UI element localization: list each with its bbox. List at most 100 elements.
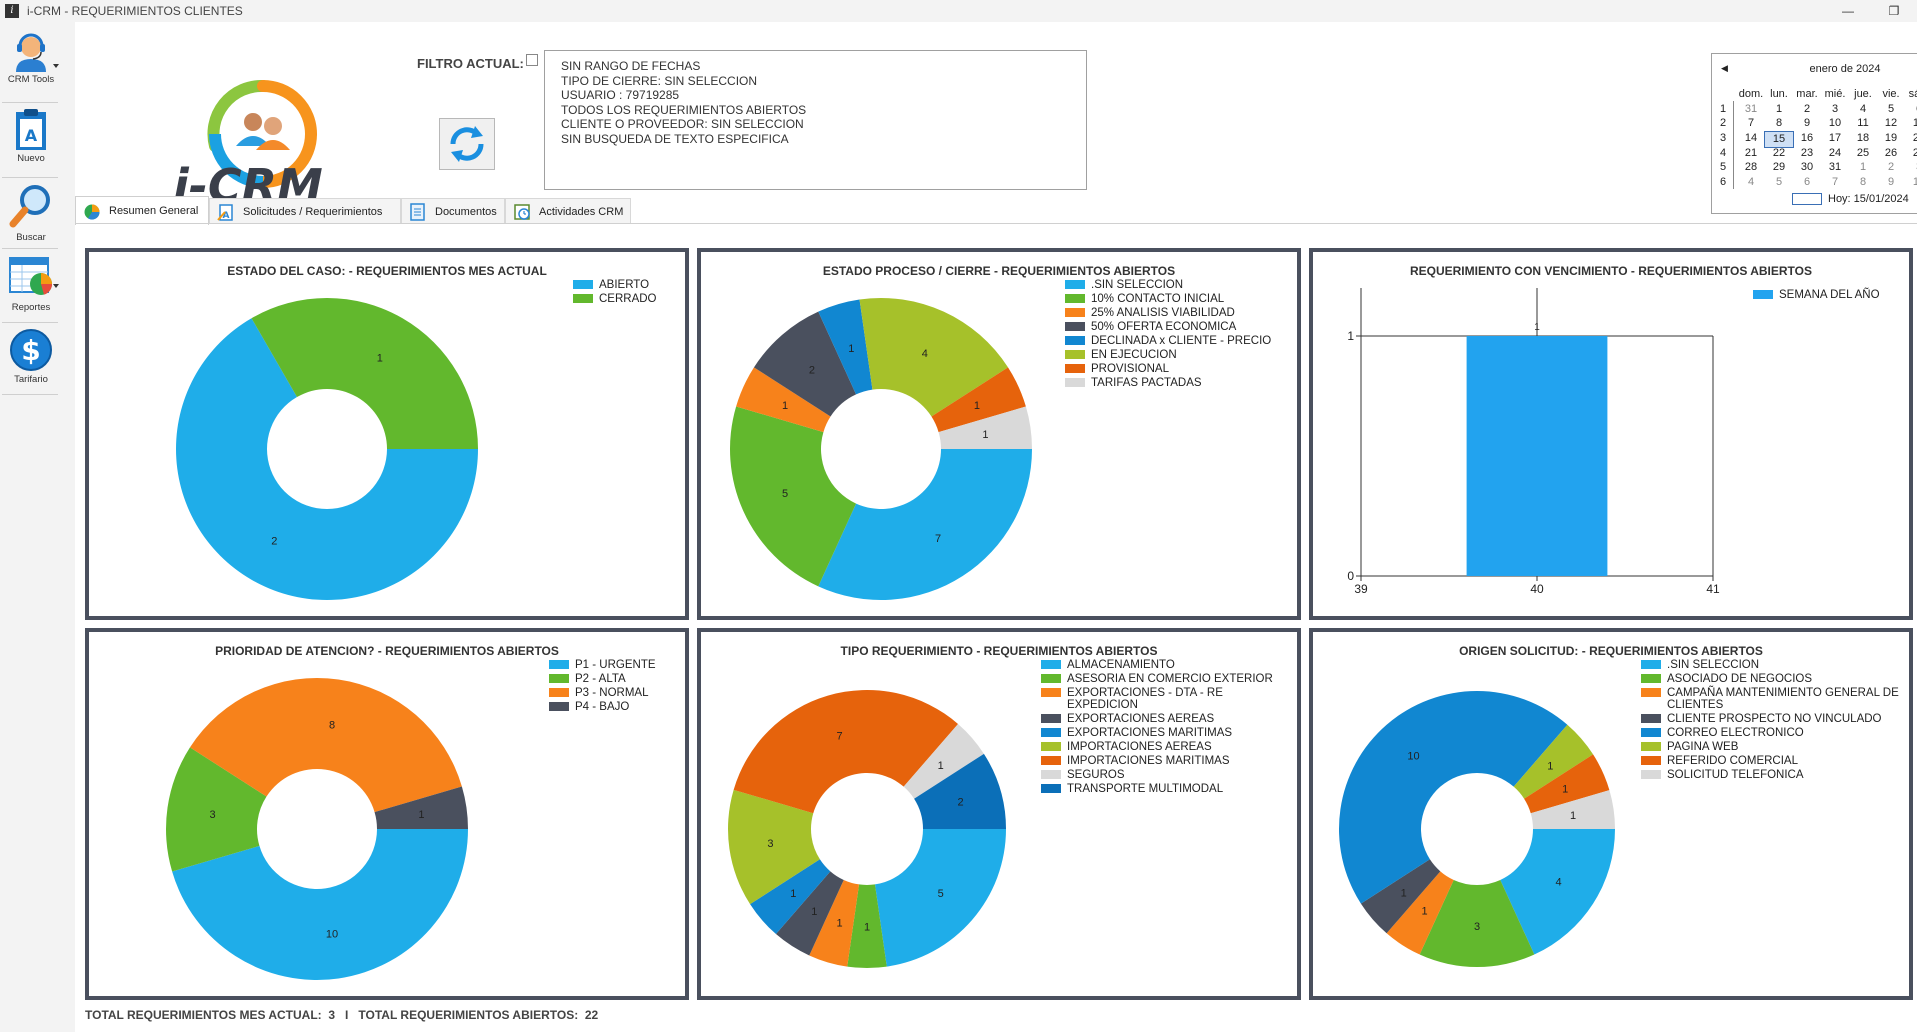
calendar-day[interactable]: 28 bbox=[1744, 161, 1758, 174]
month-calendar[interactable]: ◀ enero de 2024 ▶ dom.lun.mar.mié.jue.vi… bbox=[1711, 53, 1917, 214]
calendar-day[interactable]: 4 bbox=[1747, 176, 1755, 189]
calendar-day[interactable]: 15 bbox=[1764, 131, 1794, 148]
calendar-day[interactable]: 11 bbox=[1857, 117, 1869, 130]
pie-slice bbox=[914, 753, 1006, 829]
legend-label: CERRADO bbox=[599, 293, 657, 305]
legend-swatch bbox=[1065, 294, 1085, 303]
calendar-day[interactable]: 14 bbox=[1744, 132, 1758, 145]
calendar-day[interactable]: 3 bbox=[1904, 160, 1917, 175]
calendar-week-row: 2 7 8 9 10 11 12 13 bbox=[1712, 116, 1917, 131]
calendar-day[interactable]: 26 bbox=[1884, 146, 1898, 159]
pie-slice bbox=[775, 871, 844, 956]
calendar-day[interactable]: 2 bbox=[1887, 161, 1895, 174]
x-tick-label: 41 bbox=[1706, 582, 1720, 596]
calendar-day[interactable]: 17 bbox=[1828, 132, 1842, 145]
calendar-day[interactable]: 10 bbox=[1828, 117, 1842, 130]
calendar-day[interactable]: 18 bbox=[1856, 132, 1870, 145]
calendar-day[interactable]: 2 bbox=[1803, 102, 1811, 115]
calendar-prev-button[interactable]: ◀ bbox=[1721, 63, 1728, 73]
calendar-day[interactable]: 27 bbox=[1912, 146, 1917, 159]
y-tick-label: 1 bbox=[1347, 329, 1354, 343]
calendar-today-link[interactable]: Hoy: 15/01/2024 bbox=[1792, 193, 1909, 205]
tab-solicitudes-requerimientos[interactable]: A Solicitudes / Requerimientos bbox=[209, 198, 401, 224]
calendar-day[interactable]: 12 bbox=[1884, 117, 1898, 130]
documents-icon bbox=[410, 202, 425, 221]
calendar-day[interactable]: 24 bbox=[1828, 146, 1842, 159]
slice-data-label: 4 bbox=[922, 348, 928, 360]
calendar-day[interactable]: 1 bbox=[1859, 161, 1867, 174]
calendar-day[interactable]: 25 bbox=[1856, 146, 1870, 159]
calendar-day[interactable]: 31 bbox=[1744, 102, 1758, 115]
calendar-day[interactable]: 3 bbox=[1831, 102, 1839, 115]
totals-separator: I bbox=[345, 1008, 349, 1022]
legend-swatch bbox=[573, 280, 593, 289]
chevron-down-icon[interactable] bbox=[53, 64, 59, 68]
slice-data-label: 5 bbox=[938, 888, 944, 900]
pie-slice bbox=[728, 789, 820, 905]
minimize-button[interactable]: — bbox=[1842, 4, 1854, 18]
total-abiertos-label: TOTAL REQUERIMIENTOS ABIERTOS: bbox=[358, 1008, 579, 1022]
pie-slice bbox=[809, 879, 860, 967]
calendar-day[interactable]: 23 bbox=[1800, 146, 1814, 159]
pie-slice bbox=[189, 678, 462, 813]
legend-label: IMPORTACIONES MARITIMAS bbox=[1067, 755, 1230, 767]
chart-panel-prioridad: PRIORIDAD DE ATENCION? - REQUERIMIENTOS … bbox=[85, 628, 689, 1000]
sidebar-item-crm-tools[interactable]: CRM Tools bbox=[0, 32, 62, 104]
total-abiertos-value: 22 bbox=[584, 1008, 599, 1022]
calendar-month-title[interactable]: enero de 2024 bbox=[1809, 63, 1881, 75]
calendar-day[interactable]: 10 bbox=[1912, 176, 1917, 189]
calendar-day[interactable]: 9 bbox=[1803, 117, 1811, 130]
filter-line: TIPO DE CIERRE: SIN SELECCION bbox=[561, 73, 758, 88]
window-title: i-CRM - REQUERIMIENTOS CLIENTES bbox=[27, 4, 243, 18]
legend-label: 10% CONTACTO INICIAL bbox=[1091, 293, 1225, 305]
calendar-day[interactable]: 9 bbox=[1887, 176, 1895, 189]
calendar-day[interactable]: 5 bbox=[1775, 176, 1783, 189]
report-chart-icon bbox=[9, 257, 53, 295]
calendar-day[interactable]: 7 bbox=[1747, 117, 1755, 130]
sidebar-item-buscar[interactable]: Buscar bbox=[0, 182, 62, 254]
calendar-day[interactable]: 19 bbox=[1884, 132, 1898, 145]
calendar-day[interactable]: 5 bbox=[1887, 102, 1895, 115]
calendar-day[interactable]: 1 bbox=[1775, 102, 1783, 115]
restore-button[interactable]: ❐ bbox=[1888, 4, 1900, 18]
tab-resumen-general[interactable]: Resumen General bbox=[75, 196, 209, 225]
tab-actividades-crm[interactable]: Actividades CRM bbox=[505, 198, 631, 224]
calendar-day[interactable]: 16 bbox=[1800, 132, 1814, 145]
pie-slice bbox=[1530, 790, 1615, 829]
calendar-day[interactable]: 7 bbox=[1831, 176, 1839, 189]
calendar-day[interactable]: 21 bbox=[1744, 146, 1758, 159]
calendar-day[interactable]: 4 bbox=[1859, 102, 1867, 115]
calendar-week-number: 2 bbox=[1719, 117, 1727, 130]
filter-label: FILTRO ACTUAL: bbox=[417, 56, 524, 71]
tab-strip: Resumen General A Solicitudes / Requerim… bbox=[75, 196, 1917, 225]
calendar-day[interactable]: 6 bbox=[1803, 176, 1811, 189]
sidebar-divider bbox=[2, 177, 58, 178]
calendar-day[interactable]: 13 bbox=[1912, 117, 1917, 130]
pie-slice bbox=[730, 406, 857, 587]
sidebar-item-nuevo[interactable]: A Nuevo bbox=[0, 107, 62, 179]
calendar-day[interactable]: 8 bbox=[1775, 117, 1783, 130]
calendar-day[interactable]: 29 bbox=[1772, 161, 1786, 174]
y-tick-label: 0 bbox=[1347, 569, 1354, 583]
pie-slice bbox=[931, 367, 1026, 433]
tab-documentos[interactable]: Documentos bbox=[401, 198, 505, 224]
refresh-button[interactable] bbox=[439, 118, 495, 170]
calendar-day[interactable]: 20 bbox=[1912, 132, 1917, 145]
calendar-day[interactable]: 30 bbox=[1800, 161, 1814, 174]
tab-label: Documentos bbox=[435, 205, 497, 218]
slice-data-label: 1 bbox=[836, 918, 842, 930]
sidebar-item-reportes[interactable]: Reportes bbox=[0, 254, 62, 326]
calendar-day[interactable]: 6 bbox=[1904, 102, 1917, 117]
calendar-day[interactable]: 31 bbox=[1828, 161, 1842, 174]
calendar-day[interactable]: 22 bbox=[1772, 146, 1786, 159]
activities-icon bbox=[514, 203, 530, 220]
tab-divider bbox=[75, 223, 1917, 224]
chevron-down-icon[interactable] bbox=[53, 284, 59, 288]
calendar-day[interactable]: 8 bbox=[1859, 176, 1867, 189]
tab-label: Actividades CRM bbox=[539, 205, 624, 218]
slice-data-label: 7 bbox=[935, 533, 941, 545]
filter-checkbox[interactable] bbox=[526, 54, 538, 66]
legend-swatch bbox=[1041, 660, 1061, 669]
sidebar-item-tarifario[interactable]: $ Tarifario bbox=[0, 328, 62, 400]
pie-slice bbox=[903, 723, 984, 799]
